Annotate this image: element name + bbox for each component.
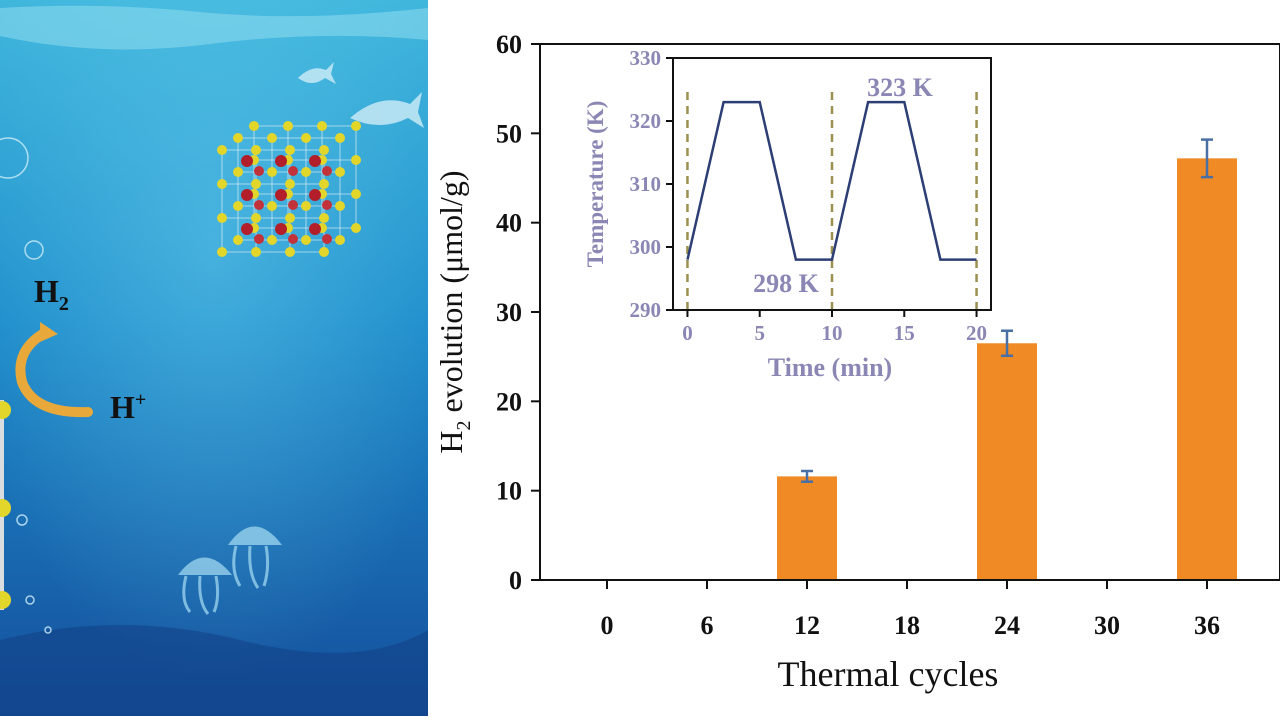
h2-label: H2 (34, 273, 69, 315)
x-tick-label-0: 0 (601, 611, 614, 640)
inset-x-tick-label-0: 0 (682, 321, 693, 345)
crystal-structure-icon (217, 121, 361, 257)
y-tick-label-60: 60 (496, 30, 522, 59)
error-bar-36 (1201, 138, 1213, 179)
h-plus-label: H+ (110, 389, 146, 425)
bar-12 (777, 476, 837, 580)
inset-y-axis-label: Temperature (K) (583, 101, 608, 268)
x-tick-label-12: 12 (794, 611, 820, 640)
inset-x-tick-label-15: 15 (894, 321, 915, 345)
illustration-panel: H2 H+ (0, 0, 428, 716)
jellyfish-icon (178, 526, 282, 615)
inset-x-tick-label-5: 5 (754, 321, 765, 345)
electrode-icon (0, 400, 11, 610)
reaction-arrow-icon (15, 327, 93, 418)
annotation-323k: 323 K (867, 73, 934, 102)
y-tick-label-0: 0 (509, 566, 522, 595)
inset-y-tick-label-310: 310 (630, 172, 662, 196)
main-x-axis-label: Thermal cycles (778, 654, 999, 694)
annotation-298k: 298 K (753, 269, 820, 298)
inset-y-tick-label-330: 330 (630, 46, 662, 70)
inset-y-tick-label-320: 320 (630, 109, 662, 133)
error-bar-24 (1001, 329, 1013, 358)
inset-x-tick-label-20: 20 (966, 321, 987, 345)
y-tick-label-10: 10 (496, 477, 522, 506)
y-tick-label-40: 40 (496, 209, 522, 238)
inset-temperature-line (686, 100, 977, 261)
error-bar-12 (801, 469, 813, 483)
bar-36 (1177, 158, 1237, 580)
y-tick-label-20: 20 (496, 387, 522, 416)
bar-24 (977, 343, 1037, 580)
x-tick-label-36: 36 (1194, 611, 1220, 640)
inset-y-tick-label-290: 290 (630, 298, 662, 322)
inset-x-tick-label-10: 10 (822, 321, 843, 345)
inset-x-axis-label: Time (min) (768, 353, 892, 382)
x-tick-label-24: 24 (994, 611, 1020, 640)
y-tick-label-50: 50 (496, 119, 522, 148)
y-tick-label-30: 30 (496, 298, 522, 327)
x-tick-label-30: 30 (1094, 611, 1120, 640)
water-surface (0, 5, 428, 50)
main-y-axis-label: H2 evolution (μmol/g) (433, 170, 475, 453)
bubble-icon (0, 137, 52, 634)
fish-icon (298, 62, 424, 128)
x-tick-label-6: 6 (701, 611, 714, 640)
inset-y-tick-label-300: 300 (630, 235, 662, 259)
x-tick-label-18: 18 (894, 611, 920, 640)
inset-chart: 290 300 310 320 330 0 5 10 15 20 Time (min) Temp… (583, 46, 992, 382)
